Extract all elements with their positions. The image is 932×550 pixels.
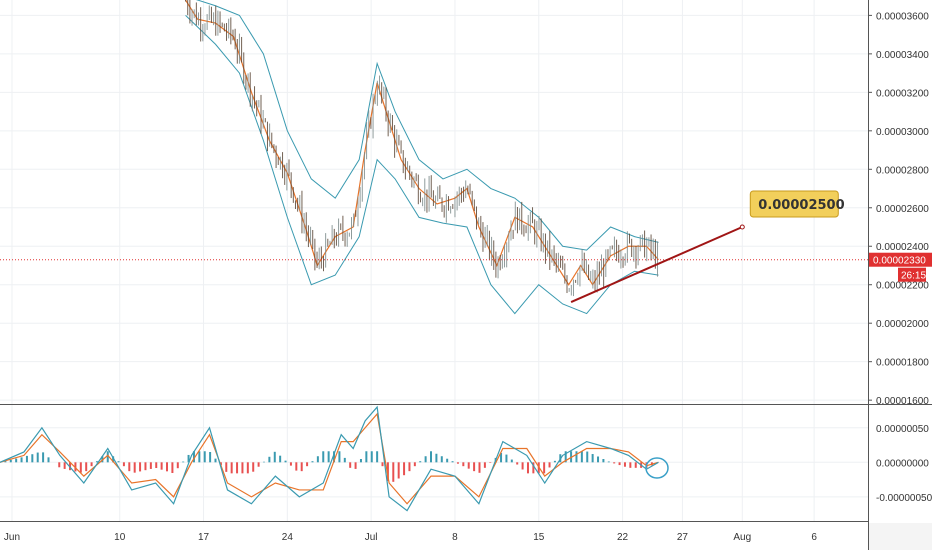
x-tick-label: 15	[533, 532, 545, 543]
candles	[185, 0, 659, 297]
last-price-tag: 0.00002330 26:15	[869, 252, 932, 282]
countdown-label: 26:15	[901, 271, 926, 282]
osc-tick-label: 0.00000000	[876, 458, 929, 469]
x-tick-label: Jul	[365, 532, 378, 543]
x-tick-label: 27	[677, 532, 689, 543]
price-axis-labels: 0.00003600 0.00003400 0.00003200 0.00003000…	[868, 11, 929, 407]
upper-band-line	[195, 0, 659, 251]
x-tick-label: 17	[198, 532, 210, 543]
trendline[interactable]	[570, 226, 743, 303]
osc-tick-label: -0.00000050	[876, 493, 932, 504]
x-tick-label: 8	[452, 532, 458, 543]
x-tick-label: Aug	[733, 532, 751, 543]
y-tick-label: 0.00003000	[876, 127, 929, 138]
axis-corner	[869, 523, 932, 550]
y-tick-label: 0.00001800	[876, 358, 929, 369]
main-grid	[0, 0, 868, 404]
y-tick-label: 0.00002000	[876, 319, 929, 330]
y-tick-label: 0.00003400	[876, 50, 929, 61]
price-callout[interactable]: 0.00002500	[749, 190, 845, 218]
callout-label: 0.00002500	[758, 198, 844, 213]
countdown-tag-box	[898, 267, 926, 282]
y-tick-label: 0.00002600	[876, 204, 929, 215]
y-tick-label: 0.00003600	[876, 11, 929, 22]
x-tick-label: 6	[811, 532, 817, 543]
oscillator-grid	[0, 405, 868, 521]
y-tick-label: 0.00001600	[876, 396, 929, 407]
y-tick-label: 0.00003200	[876, 88, 929, 99]
y-tick-label: 0.00002800	[876, 165, 929, 176]
callout-box	[749, 190, 839, 218]
y-tick-label: 0.00002200	[876, 281, 929, 292]
osc-tick-label: 0.00000050	[876, 424, 929, 435]
time-axis-labels: Jun 10 17 24 Jul 8 15 22 27 Aug 6	[4, 532, 817, 543]
trendline-handle[interactable]	[739, 224, 745, 230]
x-tick-label: Jun	[4, 532, 20, 543]
last-price-label: 0.00002330	[873, 256, 926, 267]
y-tick-label: 0.00002400	[876, 242, 929, 253]
oscillator-axis-labels: 0.00000050 0.00000000 -0.00000050	[876, 424, 932, 504]
oscillator-main-line	[0, 405, 659, 512]
x-tick-label: 10	[114, 532, 126, 543]
x-tick-label: 24	[282, 532, 294, 543]
circle-annotation[interactable]	[645, 457, 669, 479]
x-tick-label: 22	[617, 532, 629, 543]
lower-band-line	[185, 15, 659, 315]
oscillator-histogram	[4, 451, 659, 482]
last-price-tag-box	[869, 252, 932, 267]
